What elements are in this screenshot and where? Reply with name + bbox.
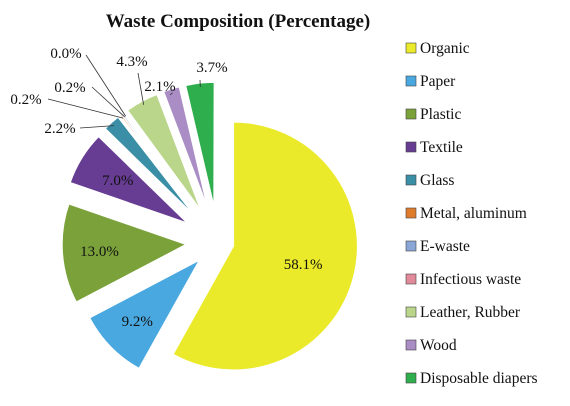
pie-slice-organic	[172, 121, 359, 371]
leader-line	[169, 92, 173, 96]
slice-value-label: 4.3%	[116, 54, 147, 70]
legend-swatch	[405, 174, 417, 186]
legend-label: Infectious waste	[420, 271, 521, 288]
legend-label: Disposable diapers	[420, 370, 538, 387]
legend-label: E-waste	[420, 238, 470, 255]
pie-slices	[61, 81, 359, 371]
legend-label: Wood	[420, 337, 457, 354]
leader-line	[79, 125, 115, 129]
legend-label: Plastic	[420, 106, 461, 123]
slice-value-label: 0.2%	[10, 92, 41, 108]
pie-slice-leather-rubber	[126, 93, 202, 211]
slice-value-label: 0.0%	[50, 46, 81, 62]
leader-line	[91, 86, 125, 118]
pie-slice-textile	[69, 135, 188, 224]
slice-value-label: 58.1%	[284, 257, 323, 273]
pie-slice-plastic	[61, 203, 188, 303]
slice-value-label: 3.7%	[196, 60, 227, 76]
slice-labels: 58.1%9.2%13.0%7.0%2.2%0.2%0.2%0.0% 4.3%2.…	[10, 46, 322, 330]
legend-label: Textile	[420, 139, 463, 156]
leader-lines	[47, 54, 201, 129]
slice-value-label: 0.2%	[54, 80, 85, 96]
pie-slice-wood	[162, 86, 209, 208]
legend-swatch	[405, 75, 417, 87]
legend-swatch	[405, 372, 417, 384]
chart-title: Waste Composition (Percentage)	[106, 11, 371, 32]
legend-label: Organic	[420, 40, 470, 57]
legend-swatch	[405, 273, 417, 285]
legend-swatch	[405, 108, 417, 120]
legend-label: Glass	[420, 172, 454, 189]
leader-line	[137, 72, 145, 105]
slice-value-label: 2.2%	[44, 121, 75, 137]
slice-value-label: 7.0%	[102, 173, 133, 189]
legend-swatch	[405, 141, 417, 153]
slice-value-label: 9.2%	[122, 314, 153, 330]
legend-swatch	[405, 207, 417, 219]
leader-line	[85, 54, 127, 117]
leader-line	[47, 98, 124, 119]
slice-value-label: 13.0%	[80, 244, 119, 260]
pie-slice-paper	[88, 258, 201, 370]
legend-label: Leather, Rubber	[420, 304, 521, 321]
legend-swatch	[405, 339, 417, 351]
legend-label: Paper	[420, 73, 456, 90]
legend-swatch	[405, 42, 417, 54]
legend-swatch	[405, 306, 417, 318]
legend: Organic Paper Plastic Textile Glass Metal, al…	[405, 40, 538, 387]
legend-swatch	[405, 240, 417, 252]
legend-label: Metal, aluminum	[420, 205, 527, 222]
slice-value-label: 2.1%	[144, 79, 175, 95]
